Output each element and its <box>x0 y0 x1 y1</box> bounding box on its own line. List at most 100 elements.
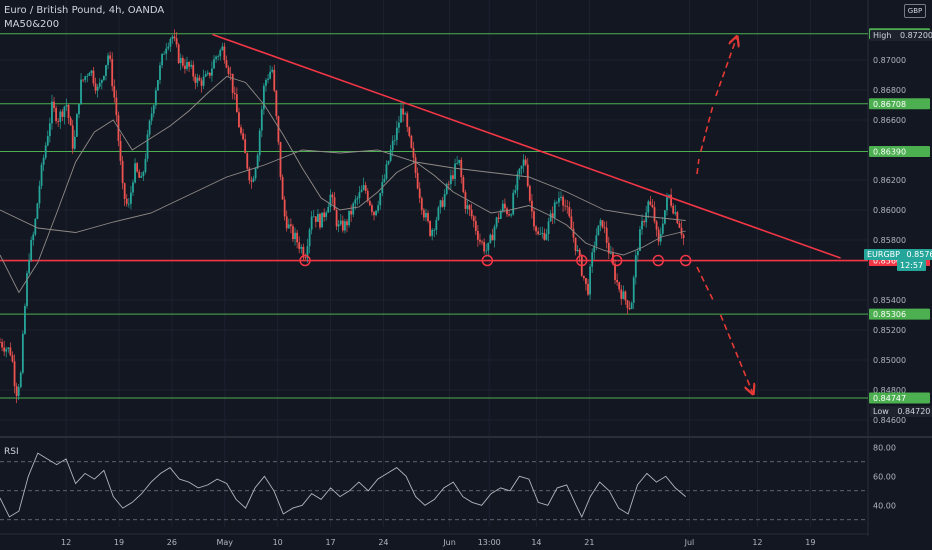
candle-body <box>400 108 402 123</box>
level-tag-label: 0.84747 <box>873 394 906 403</box>
candle-body <box>169 38 172 47</box>
candle-body <box>476 230 479 240</box>
candle-body <box>248 168 251 181</box>
candle-body <box>102 75 105 80</box>
candle-body <box>273 69 276 91</box>
candle-body <box>238 112 240 128</box>
candle-body <box>354 199 357 204</box>
candle-body <box>479 239 481 242</box>
candle-body <box>57 121 60 122</box>
candle-body <box>159 65 161 81</box>
candle-body <box>269 71 272 79</box>
candle-body <box>285 216 288 229</box>
candle-body <box>389 149 392 161</box>
candle-body <box>666 197 668 211</box>
candle-body <box>75 114 78 137</box>
candle-body <box>555 202 558 204</box>
x-tick-label: 13:00 <box>478 538 501 547</box>
candle-body <box>391 140 394 150</box>
candle-body <box>138 171 141 178</box>
candle-body <box>680 227 683 235</box>
candle-body <box>539 233 542 235</box>
candle-body <box>130 192 132 204</box>
candle-body <box>67 104 70 119</box>
candle-body <box>512 192 515 215</box>
y-tick-label: 0.84800 <box>873 386 906 395</box>
y-tick-label: 0.86000 <box>873 206 906 215</box>
candle-body <box>190 64 193 67</box>
currency-badge[interactable]: GBP <box>904 4 926 18</box>
candle-body <box>599 220 602 226</box>
candle-body <box>481 241 483 243</box>
candle-body <box>181 58 184 66</box>
candle-body <box>323 212 326 218</box>
candle-body <box>88 73 91 76</box>
high-tag-label: High <box>873 31 892 40</box>
indicator-label[interactable]: MA50&200 <box>4 19 60 30</box>
touch-point-circle <box>679 254 692 267</box>
candle-body <box>221 46 224 51</box>
candle-body <box>152 105 155 114</box>
candle-body <box>587 283 589 295</box>
candle-body <box>107 55 109 66</box>
candle-body <box>92 70 95 84</box>
candle-body <box>435 219 438 230</box>
candle-body <box>229 73 232 75</box>
candle-body <box>69 118 72 126</box>
candle-body <box>292 226 294 240</box>
candle-body <box>9 347 12 356</box>
candle-body <box>240 127 242 134</box>
countdown-value: 12:57 <box>900 261 924 270</box>
candle-body <box>470 209 473 217</box>
candle-body <box>223 46 226 61</box>
level-tag-label: 0.86390 <box>873 148 906 157</box>
candle-body <box>306 246 309 259</box>
candle-body <box>204 74 207 77</box>
candle-body <box>5 348 8 352</box>
candle-body <box>26 273 28 306</box>
candle-body <box>173 36 176 39</box>
candle-body <box>171 36 174 39</box>
candle-body <box>375 210 377 216</box>
candle-body <box>547 221 550 235</box>
rsi-tick-label: 40.00 <box>873 501 896 510</box>
rsi-label[interactable]: RSI <box>4 447 19 457</box>
candle-body <box>100 79 103 83</box>
candle-body <box>514 190 517 193</box>
rsi-tick-label: 80.00 <box>873 443 896 452</box>
candle-body <box>462 177 465 193</box>
candle-body <box>192 64 195 77</box>
level-tag <box>869 308 930 320</box>
candle-body <box>655 221 658 230</box>
candle-body <box>445 183 448 195</box>
candle-body <box>352 203 355 215</box>
candle-body <box>485 250 488 252</box>
candle-body <box>398 122 400 128</box>
candle-body <box>188 62 190 67</box>
candle-body <box>38 185 41 204</box>
candle-body <box>431 229 434 236</box>
candle-body <box>474 221 477 231</box>
candle-body <box>672 205 675 214</box>
candle-body <box>63 106 66 117</box>
candle-body <box>113 86 116 98</box>
candle-body <box>19 372 22 388</box>
projection-arrow <box>715 38 737 97</box>
candle-body <box>578 249 581 256</box>
candle-body <box>136 163 139 172</box>
candle-body <box>213 59 215 69</box>
candle-body <box>483 241 486 252</box>
x-tick-label: 12 <box>752 538 762 547</box>
candle-body <box>96 86 99 91</box>
candle-body <box>82 79 85 81</box>
candle-body <box>177 44 180 64</box>
candle-body <box>576 249 579 251</box>
candle-body <box>568 207 571 217</box>
candle-body <box>337 224 340 227</box>
candle-body <box>140 176 143 178</box>
x-tick-label: 19 <box>805 538 815 547</box>
candle-body <box>71 125 74 149</box>
candle-body <box>358 192 361 199</box>
candle-body <box>13 361 16 387</box>
